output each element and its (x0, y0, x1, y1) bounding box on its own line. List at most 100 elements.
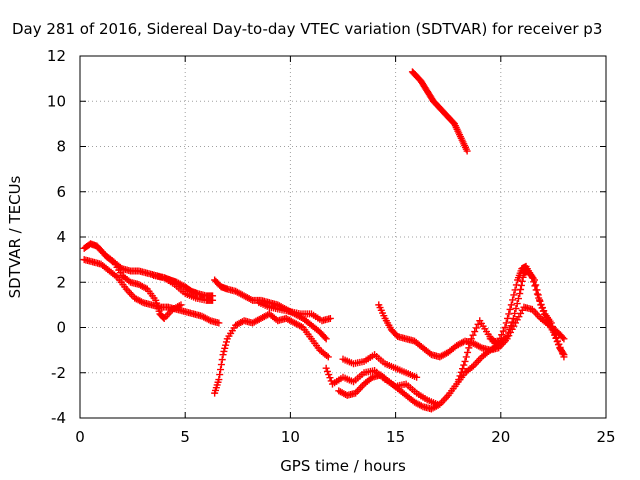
data-point (537, 301, 545, 309)
data-point (322, 364, 330, 372)
x-axis: 0 5 10 15 20 25 (75, 56, 616, 446)
data-point (531, 282, 539, 290)
data-point (218, 356, 226, 364)
data-point (469, 331, 477, 339)
data-point (220, 347, 228, 355)
data-point (326, 374, 334, 382)
data-point (456, 372, 464, 380)
y-tick-label: 8 (56, 138, 66, 156)
x-tick-label: 5 (180, 428, 190, 446)
data-point (519, 273, 527, 281)
data-point (322, 335, 330, 343)
data-point (324, 353, 332, 361)
data-point (503, 333, 511, 341)
data-point (215, 376, 223, 384)
data-point (462, 353, 470, 361)
series-arc-5 (211, 276, 330, 343)
data-point (219, 351, 227, 359)
y-tick-label: -2 (51, 364, 66, 382)
data-point (507, 322, 515, 330)
data-point (536, 296, 544, 304)
y-tick-label: 12 (47, 47, 66, 65)
data-point (177, 301, 185, 309)
series-arc-4 (150, 271, 217, 304)
data-point (506, 305, 514, 313)
y-tick-label: 2 (56, 273, 66, 291)
x-axis-label: GPS time / hours (280, 457, 406, 475)
data-point (514, 295, 522, 303)
data-point (538, 304, 546, 312)
data-point (323, 367, 331, 375)
data-point (217, 366, 225, 374)
series-arc-3 (101, 251, 185, 322)
data-point (506, 325, 514, 333)
y-tick-label: 0 (56, 319, 66, 337)
data-point (534, 291, 542, 299)
data-point (461, 357, 469, 365)
data-point (560, 335, 568, 343)
series-arc-7 (255, 299, 334, 325)
data-point (465, 344, 473, 352)
y-axis-label: SDTVAR / TECUs (6, 175, 24, 298)
data-point (466, 339, 474, 347)
data-point (460, 361, 468, 369)
data-point (498, 331, 506, 339)
data-point (541, 310, 549, 318)
data-point (459, 365, 467, 373)
data-point (321, 333, 329, 341)
series-arc-8 (322, 364, 442, 408)
x-tick-label: 25 (596, 428, 615, 446)
data-point (512, 304, 520, 312)
series-arc-10 (339, 351, 421, 381)
data-point (472, 324, 480, 332)
data-point (504, 329, 512, 337)
data-point (222, 341, 230, 349)
data-point (509, 314, 517, 322)
data-point (542, 314, 550, 322)
data-point (553, 338, 561, 346)
data-point (467, 335, 475, 343)
y-axis: -4 -2 0 2 4 6 8 10 12 (47, 47, 606, 427)
data-point (551, 331, 559, 339)
x-tick-label: 15 (386, 428, 405, 446)
data-point (518, 277, 526, 285)
data-point (325, 371, 333, 379)
data-point (517, 281, 525, 289)
series-arc-6 (211, 310, 332, 397)
data-points (80, 68, 568, 413)
x-tick-label: 10 (281, 428, 300, 446)
chart-title: Day 281 of 2016, Sidereal Day-to-day VTE… (12, 20, 602, 38)
y-tick-label: 6 (56, 183, 66, 201)
series-arc-14 (408, 68, 471, 155)
data-point (509, 296, 517, 304)
y-tick-label: -4 (51, 409, 66, 427)
y-tick-label: 4 (56, 228, 66, 246)
data-point (464, 348, 472, 356)
data-point (463, 147, 471, 155)
data-point (502, 319, 510, 327)
data-point (510, 291, 518, 299)
data-point (504, 314, 512, 322)
data-point (559, 333, 567, 341)
data-point (511, 309, 519, 317)
series-arc-13 (486, 267, 568, 359)
data-point (517, 285, 525, 293)
data-point (326, 314, 334, 322)
data-point (474, 320, 482, 328)
data-point (508, 318, 516, 326)
y-tick-label: 10 (47, 92, 66, 110)
data-point (216, 371, 224, 379)
data-point (532, 281, 540, 289)
data-point (413, 373, 421, 381)
grid (80, 56, 606, 418)
data-point (215, 319, 223, 327)
data-point (501, 324, 509, 331)
data-point (533, 286, 541, 294)
data-point (559, 349, 567, 357)
x-tick-label: 20 (491, 428, 510, 446)
data-point (507, 301, 515, 309)
data-point (471, 328, 479, 336)
data-point (513, 300, 521, 308)
data-point (455, 376, 463, 384)
